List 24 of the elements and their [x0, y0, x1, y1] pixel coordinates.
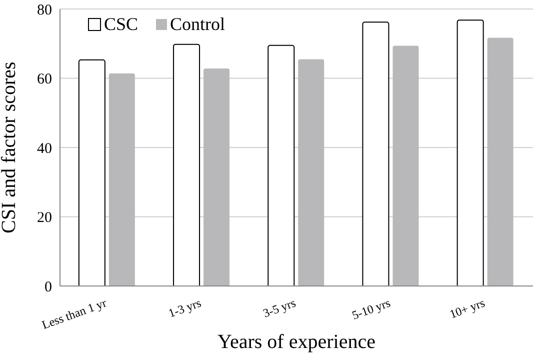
bar	[204, 68, 230, 286]
bar	[362, 22, 390, 286]
bar	[78, 59, 106, 286]
x-tick-label: 5-10 yrs	[350, 296, 392, 322]
y-tick-label: 20	[37, 210, 52, 226]
y-tick-label: 60	[37, 72, 52, 88]
bar	[456, 20, 484, 286]
x-axis-title: Years of experience	[218, 331, 376, 353]
legend-label: Control	[169, 14, 226, 35]
y-tick-label: 40	[37, 140, 52, 157]
y-tick-label: 0	[44, 279, 52, 296]
bar	[392, 46, 419, 286]
x-tick-label: Less than 1 yr	[40, 296, 108, 332]
bar	[487, 38, 514, 286]
x-tick-label: 3-5 yrs	[261, 296, 298, 320]
bar	[108, 73, 135, 286]
legend-label: CSC	[103, 14, 138, 35]
bar	[268, 44, 295, 286]
bar	[173, 44, 200, 286]
x-tick-label: 1-3 yrs	[166, 296, 204, 320]
bar	[298, 59, 324, 286]
y-tick-label: 80	[37, 2, 52, 18]
y-axis-title: CSI and factor scores	[0, 61, 20, 234]
x-tick-label: 10+ yrs	[448, 296, 488, 322]
